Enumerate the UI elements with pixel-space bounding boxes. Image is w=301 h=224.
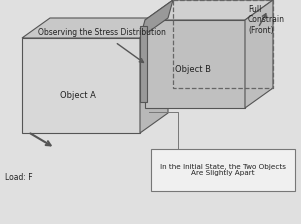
Polygon shape xyxy=(140,0,173,38)
Text: Observing the Stress Distribution: Observing the Stress Distribution xyxy=(38,28,166,37)
Text: Object B: Object B xyxy=(175,65,211,75)
FancyBboxPatch shape xyxy=(151,149,295,191)
Polygon shape xyxy=(145,20,245,108)
Text: In the Initial State, the Two Objects
Are Slightly Apart: In the Initial State, the Two Objects Ar… xyxy=(160,164,286,177)
Text: Full
Constrain
(Front): Full Constrain (Front) xyxy=(248,5,285,35)
Polygon shape xyxy=(140,18,168,133)
Text: Object A: Object A xyxy=(60,90,96,99)
Polygon shape xyxy=(140,26,147,102)
Polygon shape xyxy=(22,18,168,38)
Text: Load: F: Load: F xyxy=(5,173,33,182)
Polygon shape xyxy=(245,0,273,108)
Polygon shape xyxy=(22,38,140,133)
Polygon shape xyxy=(145,0,273,20)
